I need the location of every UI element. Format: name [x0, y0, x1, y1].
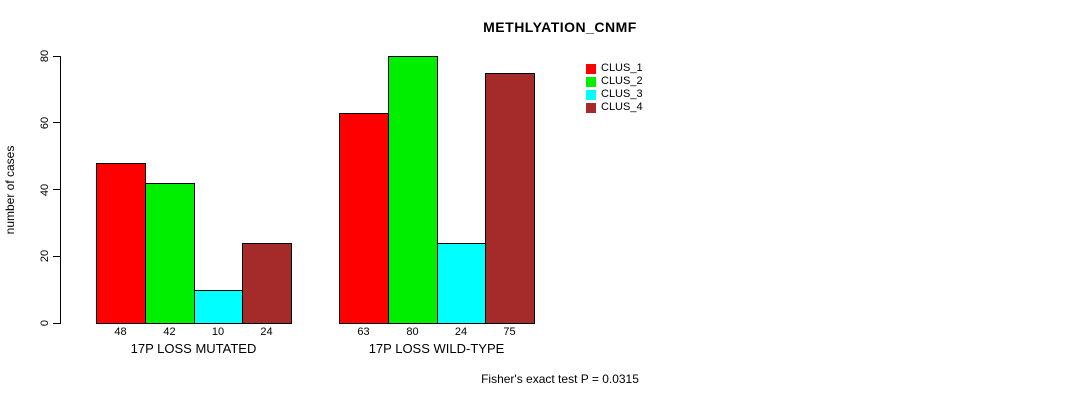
y-axis-label: number of cases [3, 145, 17, 235]
legend-swatch [586, 63, 596, 74]
y-tick [53, 255, 60, 257]
bar-value-label: 48 [114, 326, 127, 338]
bar-clus_1-1 [96, 163, 146, 324]
bar-clus_3-1 [194, 290, 243, 324]
y-tick [53, 55, 60, 57]
y-tick [53, 322, 60, 324]
group-label: 17P LOSS MUTATED [130, 341, 257, 356]
legend-item-label: CLUS_2 [601, 75, 643, 87]
bar-clus_1-2 [339, 113, 389, 324]
y-tick-label: 20 [39, 250, 51, 263]
legend-item: CLUS_1 [586, 62, 643, 75]
legend-item: CLUS_2 [586, 75, 643, 88]
bar-value-label: 63 [357, 326, 370, 338]
y-tick [53, 122, 60, 124]
legend-swatch [586, 76, 596, 87]
legend-swatch [586, 89, 596, 100]
bar-clus_4-2 [485, 73, 535, 324]
group-label: 17P LOSS WILD-TYPE [368, 341, 505, 356]
legend: CLUS_1 CLUS_2 CLUS_3 CLUS_4 [586, 62, 643, 114]
bar-value-label: 24 [260, 326, 273, 338]
legend-item-label: CLUS_4 [601, 101, 643, 113]
bar-clus_3-2 [437, 243, 486, 324]
bar-value-label: 75 [503, 326, 516, 338]
y-tick-label: 0 [39, 319, 51, 327]
y-tick-label: 60 [39, 116, 51, 129]
bar-clus_4-1 [242, 243, 292, 324]
bar-value-label: 10 [211, 326, 225, 338]
bar-value-label: 24 [454, 326, 468, 338]
y-tick-label: 80 [39, 49, 51, 63]
bar-value-label: 42 [163, 326, 176, 338]
legend-item: CLUS_3 [586, 88, 643, 101]
legend-item-label: CLUS_1 [601, 62, 643, 74]
bar-clus_2-2 [388, 56, 438, 324]
y-axis-line [60, 56, 61, 324]
y-tick-label: 40 [39, 183, 51, 196]
legend-swatch [586, 102, 596, 113]
legend-item-label: CLUS_3 [601, 88, 643, 100]
bar-value-label: 80 [406, 326, 419, 338]
legend-item: CLUS_4 [586, 101, 643, 114]
bar-clus_2-1 [145, 183, 195, 324]
annotation-text: Fisher's exact test P = 0.0315 [481, 372, 639, 386]
y-tick [53, 189, 60, 190]
chart-title: METHLYATION_CNMF [483, 19, 637, 35]
